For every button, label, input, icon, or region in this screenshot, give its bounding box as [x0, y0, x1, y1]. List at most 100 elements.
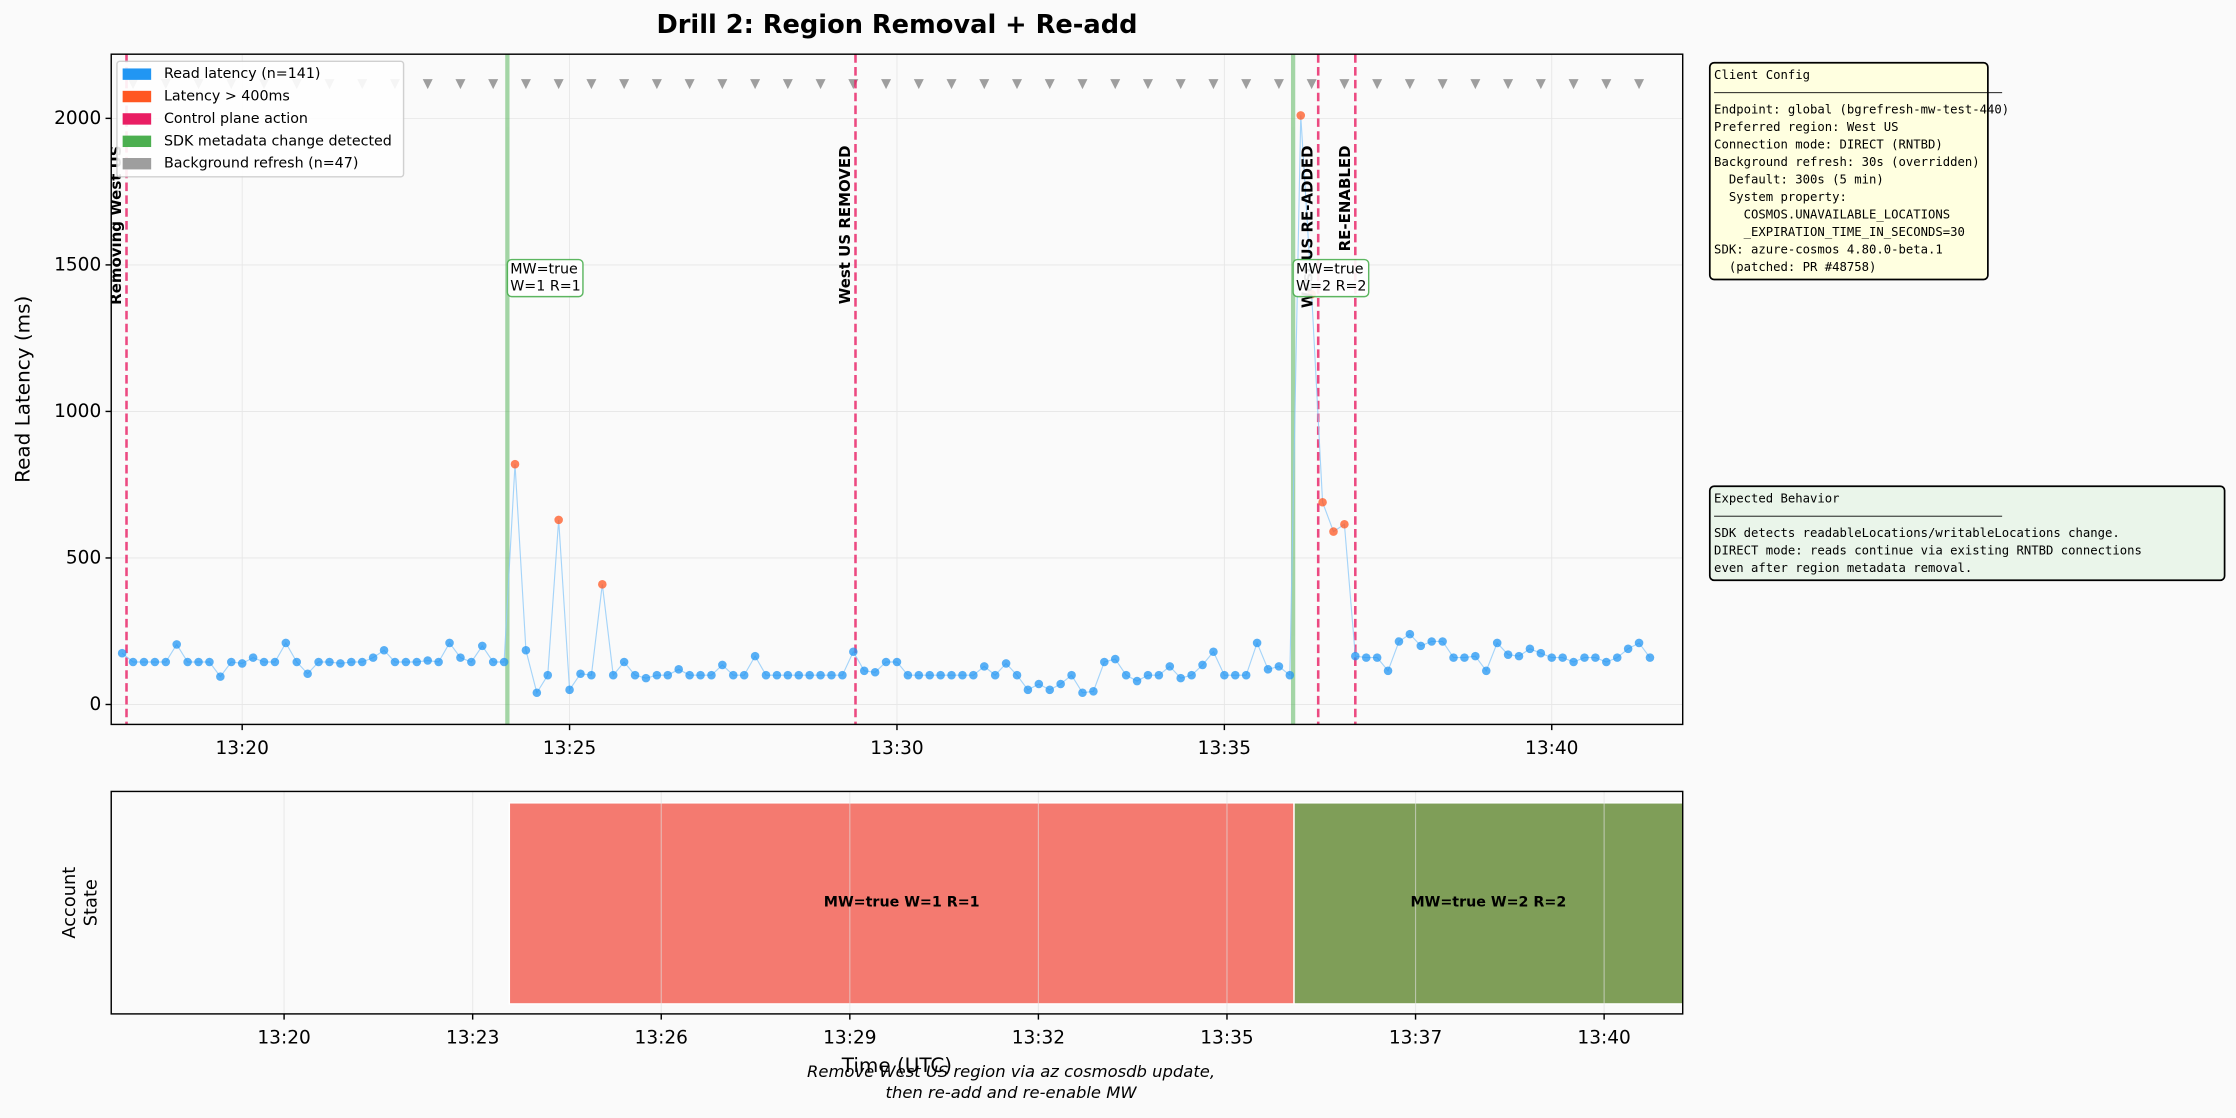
- refresh-marker: [782, 79, 793, 90]
- refresh-marker: [455, 79, 466, 90]
- latency-point: [1372, 653, 1382, 662]
- latency-point: [979, 662, 989, 671]
- plot-frame: [110, 790, 1684, 1015]
- latency-point: [445, 638, 454, 648]
- panel-title: Client Config: [1714, 68, 1810, 82]
- latency-point: [1536, 648, 1546, 658]
- latency-point: [1023, 685, 1033, 695]
- latency-point: [1143, 670, 1153, 680]
- y-axis-label: Read Latency (ms): [11, 296, 35, 483]
- latency-point: [412, 657, 422, 667]
- refresh-marker: [1241, 79, 1252, 90]
- latency-point: [816, 670, 825, 680]
- latency-point: [870, 667, 880, 677]
- latency-point: [128, 657, 138, 667]
- latency-point: [423, 656, 432, 665]
- latency-point: [270, 657, 280, 667]
- refresh-marker: [1568, 79, 1579, 90]
- refresh-marker: [1012, 79, 1023, 90]
- refresh-marker: [1601, 79, 1612, 90]
- x-tick-label: 13:23: [446, 1028, 499, 1049]
- latency-point: [576, 669, 585, 678]
- latency-point: [565, 685, 574, 695]
- y-tick-label: 0: [89, 694, 101, 715]
- x-tick-label: 13:30: [870, 738, 923, 759]
- refresh-marker: [520, 79, 531, 90]
- state-label: MW=true W=1 R=1: [824, 895, 980, 911]
- latency-point: [1361, 653, 1371, 662]
- refresh-marker: [1437, 79, 1448, 90]
- x-tick-label: 13:35: [1198, 738, 1251, 759]
- latency-point: [925, 670, 934, 680]
- latency-point: [205, 657, 214, 667]
- legend: Read latency (n=141) Latency > 400ms Contr…: [116, 60, 405, 178]
- latency-point: [936, 670, 945, 680]
- sdk-change-label: MW=true: [1296, 262, 1364, 278]
- latency-point: [1383, 666, 1393, 676]
- state-bar: [1293, 802, 1684, 1005]
- panel-line: Endpoint: global (bgrefresh-mw-test-440): [1714, 102, 2009, 116]
- latency-point: [630, 670, 640, 680]
- latency-point: [1394, 637, 1404, 646]
- latency-point: [1558, 653, 1567, 662]
- latency-point: [390, 657, 400, 667]
- latency-point: [216, 672, 225, 681]
- legend-label: Read latency (n=141): [164, 66, 321, 82]
- latency-point: [969, 670, 978, 680]
- panel-line: Background refresh: 30s (overridden): [1714, 155, 1980, 169]
- refresh-marker: [651, 79, 662, 90]
- state-bar: [508, 802, 1295, 1005]
- latency-point: [707, 670, 716, 680]
- refresh-marker: [1372, 79, 1383, 90]
- y-axis-label: State: [80, 879, 101, 926]
- latency-point: [1460, 653, 1469, 662]
- latency-point: [914, 670, 924, 680]
- latency-point: [805, 670, 814, 680]
- refresh-marker: [1208, 79, 1219, 90]
- latency-point: [674, 665, 683, 674]
- x-tick-label: 13:35: [1200, 1028, 1253, 1049]
- latency-point: [859, 666, 869, 676]
- panel-line: SDK: azure-cosmos 4.80.0-beta.1: [1714, 243, 1943, 257]
- y-axis-label: Account: [59, 867, 80, 939]
- refresh-marker: [1175, 79, 1186, 90]
- legend-swatch: [122, 135, 152, 148]
- latency-point: [1045, 685, 1055, 695]
- latency-point: [1110, 654, 1120, 664]
- latency-plot: 0 500 1000 1500 2000 13:20 13:25 13:30 13:35 13:4…: [11, 53, 1684, 759]
- latency-point: [761, 670, 771, 680]
- refresh-marker: [1273, 79, 1284, 90]
- latency-point: [1438, 637, 1447, 646]
- high-latency-point: [1340, 519, 1349, 529]
- high-latency-point: [510, 459, 520, 469]
- latency-point: [314, 657, 323, 667]
- latency-point: [685, 670, 694, 680]
- latency-point: [1503, 650, 1513, 659]
- latency-point: [1132, 676, 1142, 686]
- state-label: MW=true W=2 R=2: [1410, 895, 1566, 911]
- refresh-marker: [1503, 79, 1514, 90]
- latency-point: [1569, 657, 1578, 667]
- panel-line: even after region metadata removal.: [1714, 561, 1972, 575]
- latency-point: [248, 653, 258, 662]
- state-plot: 13:20 13:23 13:26 13:29 13:32 13:35 13:37 13:40…: [59, 790, 1684, 1077]
- latency-point: [172, 640, 181, 649]
- chart-title: Drill 2: Region Removal + Re-add: [656, 10, 1137, 40]
- latency-point: [183, 657, 192, 667]
- latency-point: [1547, 653, 1557, 662]
- refresh-marker: [1339, 79, 1350, 90]
- latency-point: [336, 659, 345, 668]
- panel-line: Preferred region: West US: [1714, 120, 1898, 134]
- y-tick-label: 1000: [54, 401, 101, 422]
- x-tick-label: 13:20: [216, 738, 269, 759]
- plot-content: Removing West US West US REMOVED West US R…: [111, 54, 1655, 725]
- legend-swatch: [122, 68, 152, 80]
- latency-point: [1100, 657, 1109, 667]
- latency-point: [1525, 644, 1535, 654]
- latency-point: [1176, 673, 1185, 683]
- y-tick-label: 500: [66, 547, 101, 568]
- latency-point: [1580, 653, 1589, 662]
- refresh-marker: [979, 79, 990, 90]
- refresh-marker: [422, 79, 433, 90]
- latency-point: [117, 648, 127, 658]
